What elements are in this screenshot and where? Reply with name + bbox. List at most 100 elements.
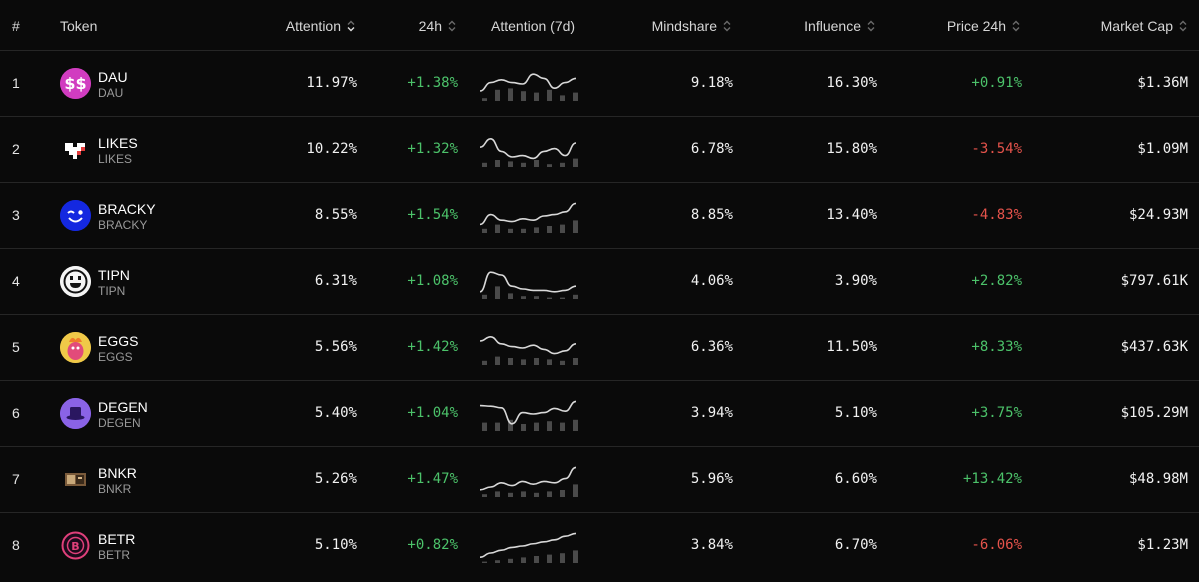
svg-text:$$: $$	[64, 74, 86, 93]
sort-icon	[448, 20, 456, 32]
mindshare-value: 5.96%	[690, 471, 733, 487]
token-name[interactable]: BETR	[98, 531, 136, 547]
rank: 6	[12, 405, 20, 421]
table-row[interactable]: 3 BRACKY BRACKY 8.55% +1.54% 8.85% 13.40…	[0, 183, 1199, 249]
influence-value: 5.10%	[834, 405, 877, 421]
token-name[interactable]: BRACKY	[98, 201, 156, 217]
sparkline-bar	[573, 92, 578, 101]
price-24h-value: +2.82%	[971, 273, 1022, 289]
col-mindshare-label: Mindshare	[651, 18, 717, 34]
attention-sparkline	[479, 335, 578, 365]
token-name[interactable]: LIKES	[98, 135, 138, 151]
table-row[interactable]: 8 B BETR BETR 5.10% +0.82% 3.84% 6.70% -…	[0, 513, 1199, 578]
sparkline-bar	[521, 424, 526, 431]
table-row[interactable]: 2 LIKES LIKES 10.22% +1.32% 6.78% 15.80%…	[0, 117, 1199, 183]
smiley-face-icon	[60, 266, 91, 297]
col-24h-label: 24h	[418, 18, 442, 34]
price-24h-value: +0.91%	[971, 75, 1022, 91]
token-name[interactable]: BNKR	[98, 465, 137, 481]
table-row[interactable]: 6 DEGEN DEGEN 5.40% +1.04% 3.94% 5.10% +…	[0, 381, 1199, 447]
price-24h-value: -3.54%	[971, 141, 1022, 157]
sparkline-bar	[573, 419, 578, 431]
sparkline-bar	[508, 228, 513, 233]
sparkline-bar	[482, 98, 487, 101]
col-attention-label: Attention	[285, 18, 341, 34]
sparkline-bar	[508, 293, 513, 299]
sparkline-bar	[495, 422, 500, 431]
sparkline-bar	[508, 558, 513, 563]
sparkline-bar	[560, 224, 565, 233]
sparkline-bar	[534, 92, 539, 101]
table-row[interactable]: 5 EGGS EGGS 5.56% +1.42% 6.36% 11.50% +8…	[0, 315, 1199, 381]
sparkline-bar	[495, 89, 500, 101]
table-row[interactable]: 4 TIPN TIPN 6.31% +1.08% 4.06% 3.90% +2.…	[0, 249, 1199, 315]
col-mindshare-header[interactable]: Mindshare	[652, 0, 732, 50]
market-cap-value: $48.98M	[1128, 471, 1188, 487]
sparkline-bar	[508, 358, 513, 365]
sparkline-bar	[547, 89, 552, 101]
mindshare-value: 3.94%	[690, 405, 733, 421]
sparkline-bar	[521, 359, 526, 365]
market-cap-value: $797.61K	[1120, 273, 1188, 289]
sparkline-bar	[547, 421, 552, 431]
col-rank-header: #	[12, 18, 20, 34]
token-symbol: DAU	[98, 86, 124, 100]
col-market-cap-header[interactable]: Market Cap	[1101, 0, 1188, 50]
influence-value: 6.70%	[834, 537, 877, 553]
sparkline-bar	[495, 560, 500, 563]
attention-sparkline	[479, 400, 578, 431]
sparkline-bar	[534, 556, 539, 563]
sort-icon	[867, 20, 875, 32]
sort-active-icon	[347, 20, 355, 32]
sparkline-bar	[508, 88, 513, 101]
token-name[interactable]: DEGEN	[98, 399, 148, 415]
change-24h-value: +1.54%	[407, 207, 458, 223]
token-symbol: LIKES	[98, 152, 133, 166]
sparkline-bar	[560, 95, 565, 101]
price-24h-value: +8.33%	[971, 339, 1022, 355]
sparkline-line	[479, 137, 577, 160]
col-attention-header[interactable]: Attention	[286, 0, 356, 50]
betr-coin-icon: B	[60, 530, 91, 561]
rank: 5	[12, 339, 20, 355]
col-influence-header[interactable]: Influence	[804, 0, 876, 50]
mindshare-value: 3.84%	[690, 537, 733, 553]
attention-sparkline	[479, 466, 578, 497]
col-price-24h-header[interactable]: Price 24h	[947, 0, 1021, 50]
sparkline-bar	[573, 550, 578, 563]
sparkline-bar	[508, 161, 513, 167]
token-name[interactable]: TIPN	[98, 267, 130, 283]
token-name[interactable]: DAU	[98, 69, 128, 85]
sparkline-bar	[547, 226, 552, 233]
table-row[interactable]: 1 $$ DAU DAU 11.97% +1.38% 9.18% 16.30% …	[0, 51, 1199, 117]
sparkline-bar	[521, 91, 526, 101]
mindshare-value: 8.85%	[690, 207, 733, 223]
sparkline-bar	[482, 494, 487, 497]
rank: 7	[12, 471, 20, 487]
attention-value: 6.31%	[314, 273, 357, 289]
table-row[interactable]: 7 BNKR BNKR 5.26% +1.47% 5.96% 6.60% +13…	[0, 447, 1199, 513]
col-24h-header[interactable]: 24h	[419, 0, 457, 50]
sparkline-bar	[534, 160, 539, 167]
price-24h-value: -4.83%	[971, 207, 1022, 223]
token-symbol: BNKR	[98, 482, 132, 496]
sparkline-bar	[534, 296, 539, 299]
sparkline-bar	[482, 422, 487, 431]
token-name[interactable]: EGGS	[98, 333, 139, 349]
change-24h-value: +1.38%	[407, 75, 458, 91]
sparkline-bar	[560, 162, 565, 167]
sparkline-bar	[521, 162, 526, 167]
sparkline-bar	[560, 553, 565, 563]
attention-sparkline	[479, 532, 578, 563]
sparkline-bar	[508, 419, 513, 431]
sparkline-bar	[495, 286, 500, 299]
svg-text:B: B	[71, 540, 79, 553]
attention-sparkline	[479, 73, 578, 101]
token-symbol: DEGEN	[98, 416, 141, 430]
sparkline-bar	[547, 554, 552, 563]
token-symbol: EGGS	[98, 350, 133, 364]
sparkline-line	[479, 532, 577, 558]
influence-value: 11.50%	[826, 339, 877, 355]
col-market-cap-label: Market Cap	[1100, 18, 1173, 34]
